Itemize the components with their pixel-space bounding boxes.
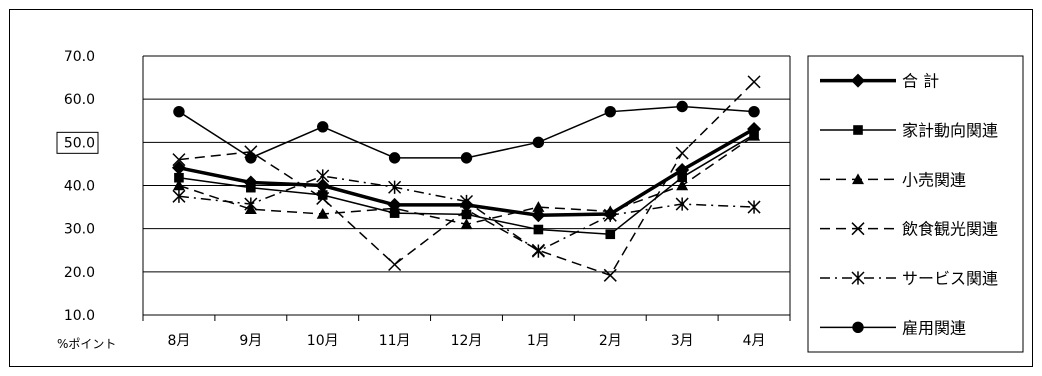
y-tick-label-4: 50.0 — [64, 135, 95, 151]
series-3-point-6 — [603, 268, 617, 282]
legend-marker-5 — [852, 321, 864, 334]
x-tick-label-6: 2月 — [599, 333, 622, 349]
y-tick-label-1: 20.0 — [64, 265, 95, 281]
series-4-point-3 — [388, 180, 402, 194]
series-4-point-6 — [603, 208, 617, 222]
legend-label-3: 飲食観光関連 — [902, 220, 998, 239]
series-4-point-1 — [244, 197, 258, 211]
line-chart: 10.0 20.0 30.0 40.0 50.0 60.0 70.0 8月 9月 10月 11月 12… — [56, 49, 1024, 353]
series-4-point-2 — [316, 169, 330, 183]
series-3-point-7 — [675, 146, 689, 160]
series-4-point-0 — [172, 189, 186, 203]
chart-frame: 10.0 20.0 30.0 40.0 50.0 60.0 70.0 8月 9月 10月 11月 12… — [9, 9, 1033, 367]
series-4-point-7 — [675, 197, 689, 211]
legend-marker-group-3 — [851, 222, 865, 236]
series-5-point-2 — [317, 121, 329, 133]
series-5-point-4 — [460, 152, 473, 164]
legend-label-4: サービス関連 — [902, 269, 998, 288]
series-4-point-4 — [459, 194, 474, 209]
legend-marker-group-0 — [851, 73, 865, 88]
y-tick-label-0: 10.0 — [64, 308, 95, 324]
x-tick-label-1: 9月 — [239, 333, 262, 349]
series-5-point-6 — [604, 105, 616, 118]
series-5-point-0 — [173, 105, 185, 118]
legend-label-2: 小売関連 — [902, 170, 966, 189]
series-3-point-3 — [388, 257, 402, 272]
series-5-point-1 — [245, 152, 257, 164]
y-axis-unit-label: %ポイント — [57, 337, 116, 351]
series-1-point-0 — [174, 172, 184, 183]
x-tick-label-2: 10月 — [307, 333, 339, 349]
series-1-point-4 — [461, 209, 472, 220]
series-0-point-2 — [315, 178, 330, 193]
legend-marker-group-5 — [852, 321, 864, 334]
legend-marker-0 — [851, 73, 865, 88]
series-2-point-8 — [748, 129, 761, 141]
series-3-point-2 — [316, 191, 330, 205]
highlighted-tick-box — [56, 131, 99, 154]
legend-marker-group-4 — [851, 271, 865, 285]
series-5-point-3 — [388, 152, 401, 164]
y-tick-label-6: 70.0 — [64, 49, 95, 65]
series-2-point-5 — [532, 201, 545, 212]
series-5-point-8 — [748, 105, 760, 118]
series-1-point-7 — [677, 172, 687, 183]
series-2 — [172, 129, 761, 230]
series-4 — [172, 169, 761, 258]
series-1-point-2 — [317, 190, 328, 200]
legend-label-0: 合 計 — [902, 72, 939, 91]
series-1-point-1 — [246, 182, 256, 193]
series-3-point-8 — [747, 75, 761, 89]
legend-marker-2 — [852, 173, 864, 185]
y-tick-label-2: 30.0 — [64, 222, 95, 238]
y-tick-label-3: 40.0 — [64, 179, 95, 195]
legend-marker-3 — [851, 222, 865, 236]
x-tick-label-7: 3月 — [671, 333, 694, 349]
series-2-point-2 — [316, 207, 329, 219]
x-tick-label-3: 11月 — [379, 333, 411, 349]
series-1-point-6 — [605, 229, 616, 240]
legend-marker-4 — [851, 271, 865, 285]
legend-marker-1 — [853, 125, 863, 135]
series-0-point-0 — [171, 160, 186, 175]
legend-marker-group-1 — [853, 125, 863, 135]
series-4-point-8 — [747, 200, 761, 214]
x-tick-label-5: 1月 — [527, 333, 550, 349]
series-line-3 — [178, 81, 755, 277]
series-2-point-0 — [172, 179, 185, 191]
y-tick-label-5: 60.0 — [64, 92, 95, 108]
series-line-5 — [178, 105, 755, 159]
x-tick-label-4: 12月 — [451, 333, 483, 349]
series-2-point-3 — [388, 202, 401, 214]
series-5 — [173, 100, 760, 164]
legend-marker-group-2 — [852, 173, 864, 185]
series-4-point-5 — [531, 244, 545, 258]
x-tick-label-8: 4月 — [743, 333, 766, 349]
series-2-point-4 — [460, 218, 473, 230]
series-5-point-7 — [676, 100, 688, 113]
legend-label-1: 家計動向関連 — [902, 121, 998, 140]
x-tick-label-0: 8月 — [167, 333, 190, 349]
series-2-point-7 — [676, 179, 689, 191]
series-3-point-0 — [172, 153, 186, 167]
legend-box — [807, 55, 1024, 353]
series-5-point-5 — [532, 136, 545, 149]
legend-label-5: 雇用関連 — [902, 318, 966, 337]
series-1-point-5 — [533, 224, 544, 235]
